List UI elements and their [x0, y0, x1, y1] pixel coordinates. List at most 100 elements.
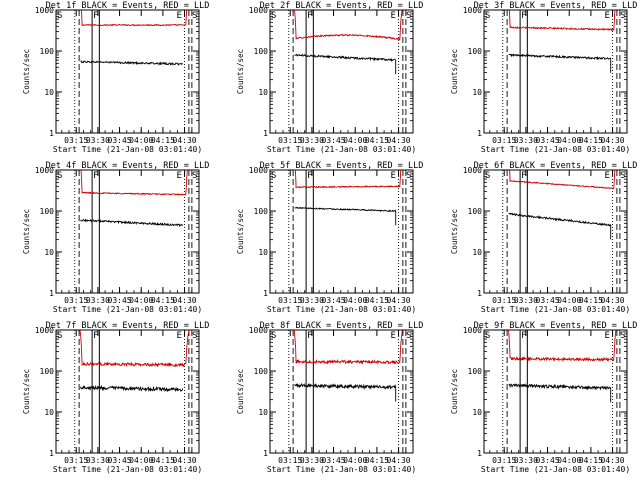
x-tick-label: 04:30	[173, 296, 197, 305]
panel-det-2: Det 2f BLACK = Events, RED = LLD 1 10 100 10…	[236, 1, 423, 154]
y-tick-label: 1	[49, 129, 54, 138]
series-line-events	[80, 218, 184, 228]
marker-label-s: S	[271, 171, 276, 181]
x-tick-label: 04:15	[151, 296, 175, 305]
marker-label-f: F	[307, 331, 312, 341]
marker-label-s: S	[57, 171, 62, 181]
x-tick-label: 03:15	[492, 136, 516, 145]
series-line-lld	[78, 330, 190, 368]
marker-label-f: F	[521, 11, 526, 21]
y-tick-label: 10	[44, 408, 54, 417]
y-axis-label: Counts/sec	[236, 369, 245, 414]
x-tick-label: 04:00	[343, 136, 367, 145]
y-axis-label: Counts/sec	[22, 369, 31, 414]
panel-det-8: Det 8f BLACK = Events, RED = LLD 1 10 100 10…	[236, 321, 423, 474]
plot-frame	[483, 9, 628, 134]
marker-label-s-end: S	[406, 331, 411, 341]
marker-label-f: F	[93, 11, 98, 21]
x-tick-label: 03:30	[86, 136, 110, 145]
plot-frame	[55, 169, 200, 294]
y-tick-label: 10	[258, 408, 268, 417]
marker-label-s: S	[57, 331, 62, 341]
x-tick-label: 04:15	[151, 136, 175, 145]
x-tick-label: 03:30	[86, 296, 110, 305]
series-line-lld	[506, 170, 617, 190]
x-tick-label: 03:15	[64, 136, 88, 145]
marker-label-s: S	[57, 11, 62, 21]
y-axis-label: Counts/sec	[450, 209, 459, 254]
y-tick-label: 100	[40, 207, 55, 216]
panel-title: Det 7f BLACK = Events, RED = LLD	[46, 321, 210, 331]
y-tick-label: 10	[44, 248, 54, 257]
x-tick-label: 04:15	[151, 456, 175, 465]
x-tick-label: 03:30	[514, 136, 538, 145]
y-axis-label: Counts/sec	[236, 209, 245, 254]
series-line-events	[80, 59, 183, 66]
panel-det-4: Det 4f BLACK = Events, RED = LLD 1 10 100 10…	[22, 161, 209, 314]
y-tick-label: 1000	[463, 166, 482, 175]
x-tick-label: 03:45	[322, 456, 346, 465]
panel-title: Det 8f BLACK = Events, RED = LLD	[260, 321, 424, 331]
marker-label-e: E	[391, 331, 396, 341]
x-axis-label: Start Time (21-Jan-08 03:01:40)	[53, 145, 202, 154]
series-line-events	[508, 53, 612, 73]
y-tick-label: 100	[468, 367, 483, 376]
y-tick-label: 1000	[35, 326, 54, 335]
panel-det-5: Det 5f BLACK = Events, RED = LLD 1 10 100 10…	[236, 161, 424, 314]
x-tick-label: 04:00	[557, 456, 581, 465]
panel-title: Det 5f BLACK = Events, RED = LLD	[260, 161, 424, 171]
x-tick-label: 03:45	[108, 136, 132, 145]
x-tick-label: 03:15	[64, 296, 88, 305]
marker-label-s-end: S	[406, 11, 411, 21]
marker-label-s-end: S	[620, 11, 625, 21]
series-line-events	[80, 384, 184, 393]
x-tick-label: 03:45	[108, 296, 132, 305]
x-tick-label: 04:15	[579, 456, 603, 465]
y-tick-label: 100	[40, 367, 55, 376]
y-tick-label: 1	[263, 129, 268, 138]
x-tick-label: 03:30	[514, 296, 538, 305]
y-axis-label: Counts/sec	[450, 49, 459, 94]
marker-label-f: F	[521, 171, 526, 181]
marker-label-s: S	[485, 331, 490, 341]
x-tick-label: 03:45	[536, 296, 560, 305]
y-tick-label: 10	[258, 248, 268, 257]
x-axis-label: Start Time (21-Jan-08 03:01:40)	[53, 465, 202, 474]
marker-label-s-end: S	[192, 171, 197, 181]
panel-title: Det 1f BLACK = Events, RED = LLD	[46, 1, 210, 11]
marker-label-s-end: S	[620, 331, 625, 341]
x-tick-label: 03:30	[300, 456, 324, 465]
y-tick-label: 1000	[249, 6, 268, 15]
series-line-lld	[506, 10, 617, 32]
y-tick-label: 1000	[463, 326, 482, 335]
x-axis-label: Start Time (21-Jan-08 03:01:40)	[267, 465, 416, 474]
marker-label-e: E	[605, 11, 610, 21]
y-tick-label: 100	[254, 367, 269, 376]
plot-frame	[269, 329, 414, 454]
series-line-lld	[292, 330, 403, 365]
series-line-events	[508, 382, 612, 403]
plot-frame	[269, 169, 414, 294]
x-axis-label: Start Time (21-Jan-08 03:01:40)	[481, 145, 630, 154]
marker-label-e: E	[391, 11, 396, 21]
x-tick-label: 04:00	[557, 136, 581, 145]
series-line-events	[294, 382, 397, 402]
y-tick-label: 1	[263, 289, 268, 298]
y-tick-label: 100	[468, 47, 483, 56]
marker-label-s: S	[271, 331, 276, 341]
marker-label-s-end: S	[620, 171, 625, 181]
marker-label-e: E	[177, 331, 182, 341]
x-tick-label: 04:15	[579, 296, 603, 305]
marker-label-s-end: S	[406, 171, 411, 181]
series-line-lld	[292, 10, 403, 41]
x-tick-label: 04:30	[387, 456, 411, 465]
series-line-events	[294, 206, 397, 226]
y-tick-label: 100	[40, 47, 55, 56]
x-tick-label: 04:00	[129, 296, 153, 305]
x-axis-label: Start Time (21-Jan-08 03:01:40)	[481, 465, 630, 474]
series-line-lld	[292, 170, 403, 189]
x-tick-label: 04:30	[387, 136, 411, 145]
y-tick-label: 1	[49, 449, 54, 458]
x-tick-label: 04:30	[601, 136, 625, 145]
